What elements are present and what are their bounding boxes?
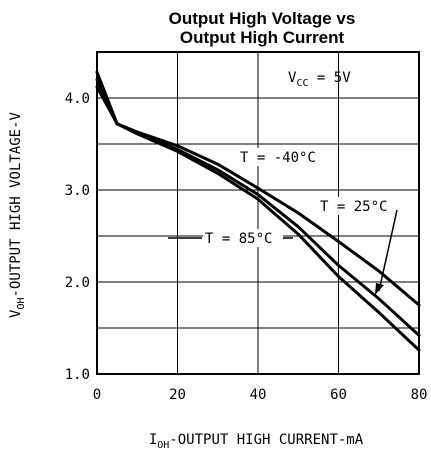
- tick-labels: 0 20 40 60 80 1.0 2.0 3.0 4.0: [65, 91, 428, 403]
- y-tick-label: 1.0: [65, 367, 90, 383]
- series-label-minus40: T = -40°C: [240, 150, 316, 166]
- arrow-line-25: [378, 209, 398, 292]
- y-tick-label: 4.0: [65, 91, 90, 107]
- x-tick-label: 60: [330, 387, 347, 403]
- x-tick-label: 80: [411, 387, 428, 403]
- x-tick-label: 20: [169, 387, 186, 403]
- series-lines: [95, 70, 421, 352]
- x-axis-label: IOH-OUTPUT HIGH CURRENT-mA: [149, 432, 364, 451]
- annotation-85: T = 85°C: [168, 229, 293, 247]
- y-axis-label: VOH-OUTPUT HIGH VOLTAGE-V: [8, 111, 27, 317]
- chart-title-line-2: Output High Current: [180, 28, 345, 47]
- series-label-85: T = 85°C: [205, 231, 272, 247]
- annotation-minus40: T = -40°C: [236, 148, 332, 166]
- series-label-25: T = 25°C: [320, 199, 387, 215]
- x-tick-label: 0: [93, 387, 101, 403]
- y-tick-label: 2.0: [65, 275, 90, 291]
- x-tick-label: 40: [250, 387, 267, 403]
- series-line-2: [95, 85, 421, 352]
- annotation-25: T = 25°C: [317, 197, 403, 295]
- chart-title-line-1: Output High Voltage vs: [169, 9, 356, 28]
- y-tick-label: 3.0: [65, 183, 90, 199]
- arrow-head-25: [375, 283, 384, 295]
- plot-frame: [96, 51, 420, 375]
- vcc-annotation: VCC = 5V: [288, 70, 351, 89]
